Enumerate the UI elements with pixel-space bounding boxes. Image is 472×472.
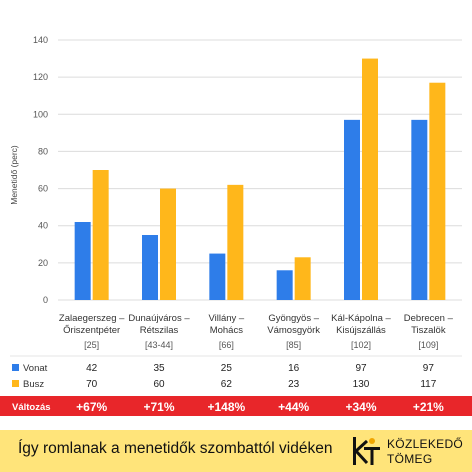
y-tick-label: 60 (38, 184, 48, 194)
legend-swatch-vonat (12, 364, 19, 371)
data-label-busz: 117 (420, 379, 436, 390)
bar-busz-2 (227, 184, 244, 300)
category-code: [43-44] (145, 340, 173, 350)
category-code: [25] (84, 340, 99, 350)
bar-vonat-2 (209, 253, 226, 300)
y-axis-ticks: 0 20 40 60 80 100 120 140 (33, 35, 48, 305)
category-label-line2: Kisújszállás (336, 325, 386, 336)
bar-busz-4 (362, 58, 378, 301)
data-label-busz: 70 (86, 379, 98, 390)
data-label-vonat: 16 (288, 363, 300, 374)
change-row-label: Változás (12, 402, 51, 413)
change-value: +71% (143, 400, 174, 414)
legend-label-vonat: Vonat (23, 363, 48, 374)
category-label-line1: Villány – (208, 313, 244, 324)
bar-busz-5 (429, 82, 446, 300)
change-value: +34% (345, 400, 376, 414)
chart: 0 20 40 60 80 100 120 140 Menetidő (perc) Zalae… (0, 35, 472, 416)
footer-title: Így romlanak a menetidők szombattól vidé… (18, 440, 333, 457)
category-label-line2: Vámosgyörk (267, 325, 320, 336)
bar-vonat-4 (344, 119, 360, 300)
logo-line-1: KÖZLEKEDŐ (387, 437, 464, 451)
category-labels: Zalaegerszeg –Őriszentpéter [25] Dunaújvár… (59, 313, 454, 350)
legend-swatch-busz (12, 380, 19, 387)
bar-vonat-1 (142, 235, 158, 300)
kt-logo-icon (353, 437, 380, 465)
category-code: [109] (418, 340, 438, 350)
category-label-line2: Mohács (210, 325, 244, 336)
bars (74, 58, 446, 301)
change-value: +44% (278, 400, 309, 414)
y-tick-label: 120 (33, 72, 48, 82)
category-code: [102] (351, 340, 371, 350)
data-label-busz: 130 (353, 379, 370, 390)
category-label-line1: Debrecen – (404, 313, 454, 324)
data-label-vonat: 97 (423, 363, 435, 374)
category-code: [66] (219, 340, 234, 350)
bar-busz-3 (294, 257, 311, 300)
category-code: [85] (286, 340, 301, 350)
data-table: Vonat 42 35 25 16 97 97 Busz 70 60 62 23 130 117 (10, 355, 462, 390)
change-value: +67% (76, 400, 107, 414)
data-label-busz: 23 (288, 379, 300, 390)
category-label-line2: Őriszentpéter (63, 325, 120, 336)
data-label-busz: 60 (153, 379, 165, 390)
logo-text: KÖZLEKEDŐ TÖMEG (387, 437, 463, 467)
bar-busz-0 (92, 170, 109, 300)
data-label-vonat: 97 (355, 363, 367, 374)
y-tick-label: 80 (38, 146, 48, 156)
y-axis-label: Menetidő (perc) (9, 145, 19, 205)
y-tick-label: 40 (38, 221, 48, 231)
change-row: Változás +67% +71% +148% +44% +34% +21% (0, 396, 472, 416)
y-tick-label: 100 (33, 109, 48, 119)
logo-line-2: TÖMEG (387, 452, 433, 466)
change-row-background (0, 396, 472, 416)
y-tick-label: 20 (38, 258, 48, 268)
bar-vonat-5 (411, 119, 428, 300)
data-label-vonat: 35 (153, 363, 165, 374)
category-label-line1: Dunaújváros – (128, 313, 190, 324)
y-tick-label: 0 (43, 295, 48, 305)
category-label-line1: Gyöngyös – (268, 313, 319, 324)
footer-banner: Így romlanak a menetidők szombattól vidé… (0, 430, 472, 472)
change-value: +21% (413, 400, 444, 414)
data-label-vonat: 25 (221, 363, 233, 374)
y-tick-label: 140 (33, 35, 48, 45)
gridlines (58, 39, 462, 301)
legend-label-busz: Busz (23, 379, 44, 390)
category-label-line2: Rétszilas (140, 325, 179, 336)
category-label-line1: Kál-Kápolna – (331, 313, 391, 324)
category-label-line1: Zalaegerszeg – (59, 313, 125, 324)
data-label-busz: 62 (221, 379, 233, 390)
data-label-vonat: 42 (86, 363, 98, 374)
category-label-line2: Tiszalök (411, 325, 446, 336)
bar-vonat-3 (276, 270, 293, 300)
change-value: +148% (207, 400, 245, 414)
bar-busz-1 (160, 188, 176, 300)
bar-vonat-0 (74, 222, 91, 300)
